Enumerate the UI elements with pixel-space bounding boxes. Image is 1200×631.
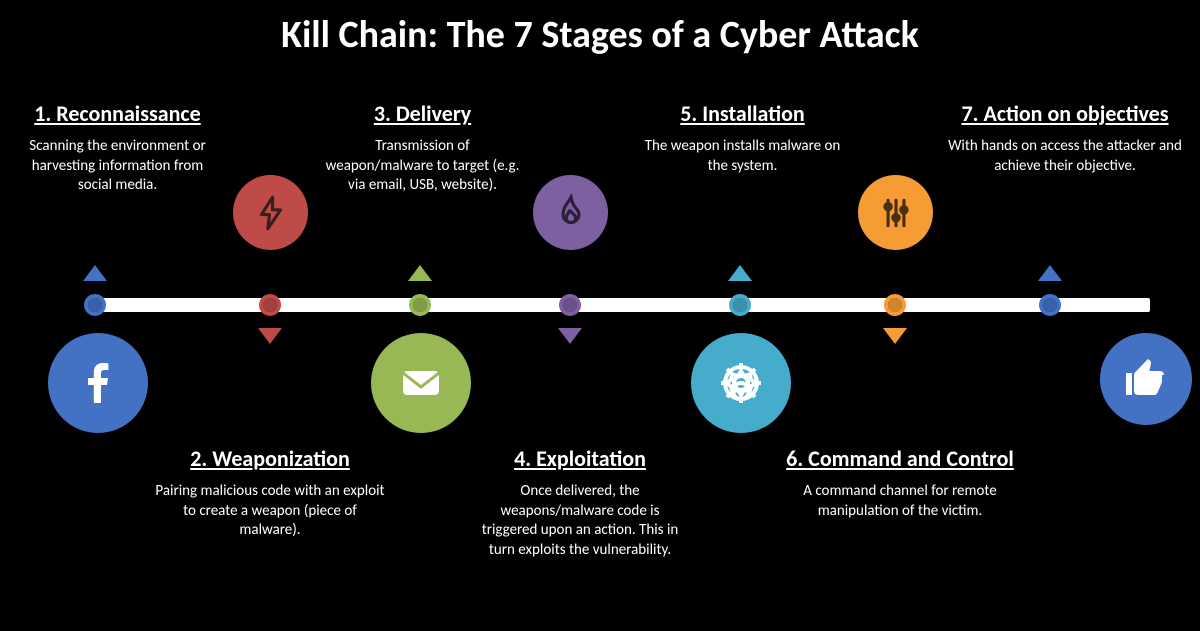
- stage-title-5: 5. Installation: [640, 100, 845, 127]
- stage-desc-3: Transmission of weapon/malware to target…: [325, 137, 520, 196]
- envelope-icon: [371, 333, 471, 433]
- arrow-up-5: [728, 265, 752, 281]
- stage-block-2: 2. Weaponization Pairing malicious code w…: [155, 445, 385, 541]
- stage-title-2: 2. Weaponization: [155, 445, 385, 472]
- stage-block-7: 7. Action on objectives With hands on acc…: [945, 100, 1185, 176]
- timeline-track: [95, 298, 1150, 312]
- stage-desc-7: With hands on access the attacker and ac…: [945, 137, 1185, 176]
- timeline-node-7: [1039, 294, 1061, 316]
- stage-block-6: 6. Command and Control A command channel …: [770, 445, 1030, 521]
- bolt-icon: [233, 175, 308, 250]
- timeline-node-2: [259, 294, 281, 316]
- arrow-up-3: [408, 265, 432, 281]
- arrow-up-7: [1038, 265, 1062, 281]
- stage-desc-1: Scanning the environment or harvesting i…: [20, 137, 215, 196]
- facebook-icon: [48, 333, 148, 433]
- stage-title-6: 6. Command and Control: [770, 445, 1030, 472]
- stage-block-3: 3. Delivery Transmission of weapon/malwar…: [325, 100, 520, 196]
- stage-desc-6: A command channel for remote manipulatio…: [770, 482, 1030, 521]
- stage-desc-2: Pairing malicious code with an exploit t…: [155, 482, 385, 541]
- arrow-down-6: [883, 328, 907, 344]
- stage-title-4: 4. Exploitation: [475, 445, 685, 472]
- arrow-down-4: [558, 328, 582, 344]
- stage-desc-4: Once delivered, the weapons/malware code…: [475, 482, 685, 560]
- page-title: Kill Chain: The 7 Stages of a Cyber Atta…: [0, 0, 1200, 58]
- stage-desc-5: The weapon installs malware on the syste…: [640, 137, 845, 176]
- stage-title-7: 7. Action on objectives: [945, 100, 1185, 127]
- timeline-node-5: [729, 294, 751, 316]
- sliders-icon: [858, 175, 933, 250]
- gear-icon: [691, 333, 791, 433]
- stage-title-1: 1. Reconnaissance: [20, 100, 215, 127]
- arrow-down-2: [258, 328, 282, 344]
- timeline-node-3: [409, 294, 431, 316]
- stage-block-1: 1. Reconnaissance Scanning the environmen…: [20, 100, 215, 196]
- timeline-node-6: [884, 294, 906, 316]
- stage-title-3: 3. Delivery: [325, 100, 520, 127]
- arrow-up-1: [83, 265, 107, 281]
- timeline-node-1: [84, 294, 106, 316]
- thumbs-up-icon: [1100, 333, 1192, 425]
- fire-icon: [533, 175, 608, 250]
- timeline-node-4: [559, 294, 581, 316]
- stage-block-5: 5. Installation The weapon installs malwa…: [640, 100, 845, 176]
- stage-block-4: 4. Exploitation Once delivered, the weapo…: [475, 445, 685, 560]
